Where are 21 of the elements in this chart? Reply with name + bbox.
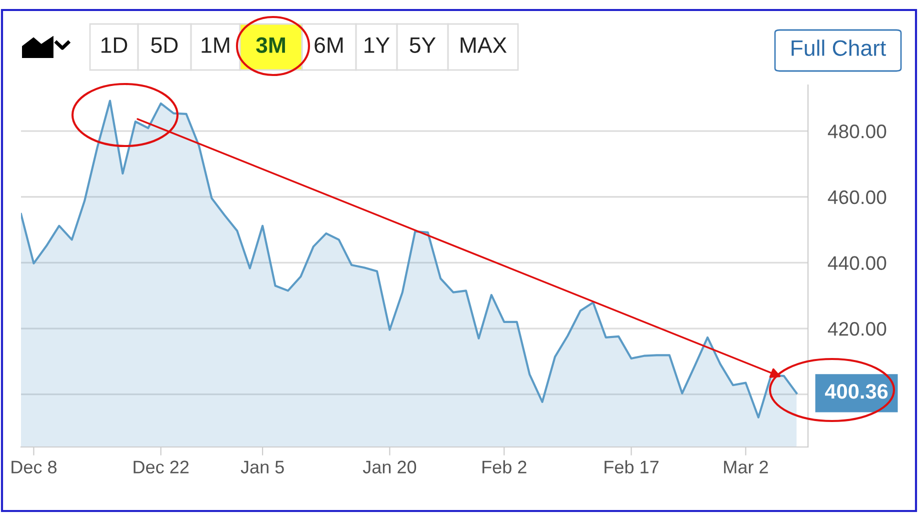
x-tick-label: Dec 8 <box>12 460 57 474</box>
text: 6M <box>314 37 343 53</box>
text: 1D <box>101 37 128 53</box>
text: 400.36 <box>824 384 888 399</box>
text: Full Chart <box>792 40 886 56</box>
text: 5D <box>151 37 178 53</box>
text: 1M <box>202 37 230 53</box>
text: 5Y <box>410 37 436 53</box>
x-tick-label: Dec 22 <box>134 460 189 474</box>
y-tick-label: 440.00 <box>828 256 886 270</box>
y-tick-label: 480.00 <box>828 124 886 138</box>
text: 1Y <box>364 37 390 53</box>
x-tick-label: Jan 20 <box>362 460 416 474</box>
text: 3M <box>256 37 285 53</box>
text: MAX <box>460 37 507 53</box>
x-tick-label: Mar 2 <box>724 460 768 474</box>
x-tick-label: Jan 5 <box>240 460 284 474</box>
y-tick-label: 460.00 <box>828 190 886 204</box>
x-tick-label: Feb 2 <box>482 460 526 474</box>
y-tick-label: 420.00 <box>828 322 886 336</box>
x-tick-label: Feb 17 <box>604 460 658 474</box>
